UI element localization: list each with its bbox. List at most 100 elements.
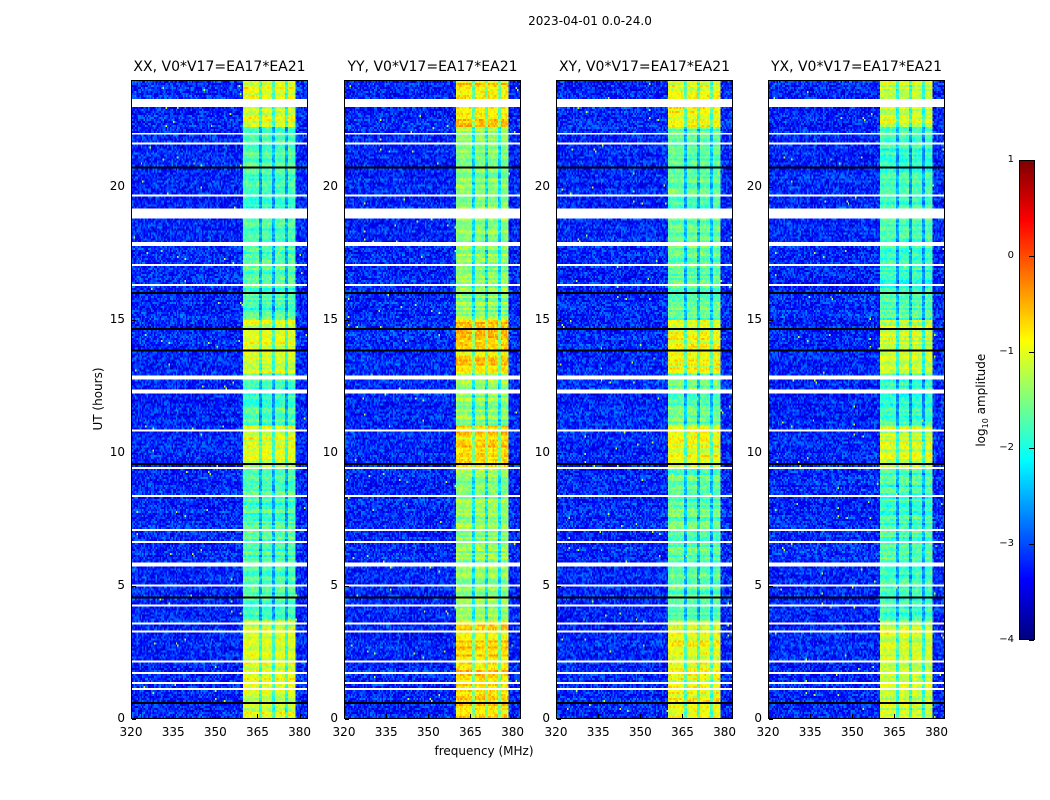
x-tick-mark bbox=[598, 714, 600, 718]
x-tick-mark bbox=[299, 714, 301, 718]
y-tick-label: 15 bbox=[322, 311, 338, 326]
x-axis-label: frequency (MHz) bbox=[434, 744, 534, 758]
y-tick-mark bbox=[132, 186, 136, 188]
colorbar-tick-mark bbox=[1029, 256, 1034, 257]
x-tick-mark bbox=[640, 714, 642, 718]
x-tick-label: 380 bbox=[288, 725, 312, 739]
x-tick-label: 320 bbox=[544, 725, 568, 739]
colorbar-tick-label: −1 bbox=[999, 346, 1014, 357]
y-tick-label: 5 bbox=[542, 577, 550, 592]
colorbar-tick-label: −4 bbox=[999, 634, 1014, 645]
x-tick-mark bbox=[470, 714, 472, 718]
spectrogram-panel bbox=[344, 80, 521, 719]
x-tick-label: 320 bbox=[756, 725, 780, 739]
panel-title: XX, V0*V17=EA17*EA21 bbox=[133, 59, 306, 75]
x-tick-mark bbox=[724, 714, 726, 718]
colorbar-label-log: log bbox=[973, 428, 988, 447]
x-tick-mark bbox=[894, 714, 896, 718]
x-tick-mark bbox=[344, 714, 345, 718]
spectrogram-image bbox=[769, 81, 944, 718]
y-tick-label: 5 bbox=[330, 577, 338, 592]
y-tick-label: 0 bbox=[117, 711, 125, 725]
colorbar-tick-label: −3 bbox=[999, 538, 1014, 549]
y-tick-label: 20 bbox=[322, 178, 338, 193]
spectrogram-image bbox=[557, 81, 732, 718]
x-tick-label: 350 bbox=[416, 725, 440, 739]
y-tick-mark bbox=[132, 585, 136, 587]
colorbar-label: log10 amplitude bbox=[974, 330, 990, 470]
x-tick-mark bbox=[428, 714, 430, 718]
y-tick-label: 5 bbox=[754, 577, 762, 592]
x-tick-label: 380 bbox=[925, 725, 949, 739]
x-tick-mark bbox=[215, 714, 217, 718]
y-tick-label: 15 bbox=[746, 311, 762, 326]
x-tick-label: 350 bbox=[203, 725, 227, 739]
x-tick-label: 365 bbox=[245, 725, 269, 739]
y-tick-mark bbox=[557, 719, 561, 720]
y-tick-mark bbox=[132, 719, 136, 720]
x-tick-mark bbox=[131, 714, 132, 718]
y-tick-label: 5 bbox=[117, 577, 125, 592]
y-tick-mark bbox=[345, 452, 349, 454]
x-tick-label: 335 bbox=[798, 725, 822, 739]
x-tick-mark bbox=[682, 714, 684, 718]
y-tick-label: 0 bbox=[330, 711, 338, 725]
x-tick-label: 335 bbox=[374, 725, 398, 739]
y-tick-label: 0 bbox=[542, 711, 550, 725]
y-tick-mark bbox=[345, 719, 349, 720]
x-tick-label: 350 bbox=[840, 725, 864, 739]
colorbar-label-rest: amplitude bbox=[973, 353, 988, 419]
colorbar-tick-label: 0 bbox=[1007, 250, 1014, 261]
x-tick-mark bbox=[173, 714, 175, 718]
spectrogram-image bbox=[345, 81, 520, 718]
y-tick-label: 10 bbox=[746, 444, 762, 459]
y-tick-mark bbox=[769, 585, 773, 587]
colorbar-label-sub: 10 bbox=[981, 418, 991, 429]
colorbar-tick-mark bbox=[1029, 544, 1034, 545]
y-tick-label: 15 bbox=[534, 311, 550, 326]
x-tick-mark bbox=[852, 714, 854, 718]
panel-title: YY, V0*V17=EA17*EA21 bbox=[347, 59, 518, 75]
y-tick-mark bbox=[769, 186, 773, 188]
y-tick-label: 10 bbox=[322, 444, 338, 459]
y-tick-label: 10 bbox=[534, 444, 550, 459]
x-tick-label: 365 bbox=[670, 725, 694, 739]
spectrogram-panel bbox=[131, 80, 308, 719]
colorbar bbox=[1019, 160, 1035, 640]
x-tick-label: 320 bbox=[119, 725, 143, 739]
x-tick-label: 350 bbox=[628, 725, 652, 739]
colorbar-gradient bbox=[1020, 161, 1034, 639]
x-tick-label: 320 bbox=[332, 725, 356, 739]
colorbar-tick-label: 1 bbox=[1007, 154, 1014, 165]
spectrogram-panel bbox=[556, 80, 733, 719]
y-tick-mark bbox=[345, 319, 349, 321]
x-tick-label: 380 bbox=[501, 725, 525, 739]
colorbar-tick-mark bbox=[1029, 448, 1034, 449]
x-tick-mark bbox=[257, 714, 259, 718]
x-tick-mark bbox=[512, 714, 514, 718]
y-tick-mark bbox=[557, 319, 561, 321]
y-axis-label: UT (hours) bbox=[91, 367, 105, 431]
y-tick-label: 0 bbox=[754, 711, 762, 725]
y-tick-mark bbox=[557, 186, 561, 188]
y-tick-label: 15 bbox=[109, 311, 125, 326]
y-tick-mark bbox=[769, 452, 773, 454]
y-tick-mark bbox=[557, 585, 561, 587]
y-tick-mark bbox=[769, 719, 773, 720]
colorbar-tick-mark bbox=[1029, 352, 1034, 353]
y-tick-mark bbox=[769, 319, 773, 321]
panel-title: YX, V0*V17=EA17*EA21 bbox=[770, 59, 943, 75]
colorbar-tick-label: −2 bbox=[999, 442, 1014, 453]
colorbar-tick-mark bbox=[1029, 640, 1034, 641]
x-tick-mark bbox=[768, 714, 769, 718]
y-tick-label: 10 bbox=[109, 444, 125, 459]
y-tick-mark bbox=[345, 585, 349, 587]
x-tick-mark bbox=[810, 714, 812, 718]
y-tick-mark bbox=[557, 452, 561, 454]
y-tick-label: 20 bbox=[534, 178, 550, 193]
y-tick-mark bbox=[345, 186, 349, 188]
spectrogram-panel bbox=[768, 80, 945, 719]
x-tick-label: 380 bbox=[713, 725, 737, 739]
y-tick-label: 20 bbox=[746, 178, 762, 193]
x-tick-mark bbox=[936, 714, 938, 718]
